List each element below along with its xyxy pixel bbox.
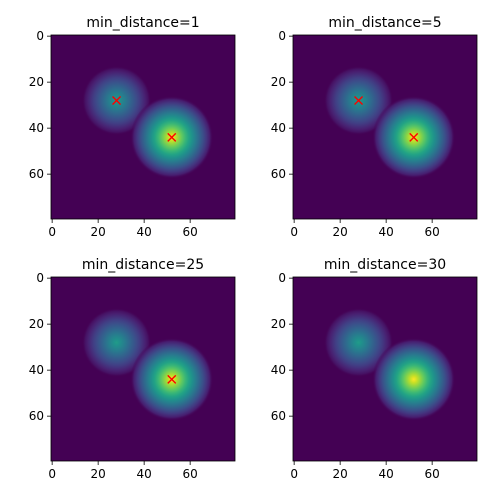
blob-1	[82, 308, 152, 378]
peak-marker	[167, 374, 177, 384]
subplot-title: min_distance=5	[328, 15, 441, 31]
y-tick-label: 0	[278, 29, 286, 43]
subplot-3: 0 20 40 60 0 20 40 60 min_distance=25	[29, 257, 236, 481]
blob-2	[372, 337, 456, 421]
y-tick-label: 40	[29, 363, 44, 377]
y-tick-label: 20	[29, 317, 44, 331]
x-tick-label: 20	[91, 225, 106, 239]
peak-marker	[112, 96, 122, 106]
x-tick-label: 20	[333, 225, 348, 239]
peak-marker	[167, 132, 177, 142]
subplot-title: min_distance=25	[82, 257, 204, 273]
x-tick-label: 0	[290, 467, 298, 481]
x-tick-label: 60	[425, 467, 440, 481]
y-tick-label: 0	[278, 271, 286, 285]
y-tick-label: 40	[271, 121, 286, 135]
subplot-4: 0 20 40 60 0 20 40 60 min_distance=30	[271, 257, 478, 481]
x-tick-label: 60	[183, 467, 198, 481]
axes-frame	[292, 34, 478, 220]
y-tick-label: 40	[271, 363, 286, 377]
x-tick-label: 40	[137, 467, 152, 481]
heatmap-image	[51, 277, 235, 461]
x-tick-label: 0	[48, 467, 56, 481]
axes-frame	[292, 276, 478, 462]
heatmap-image	[293, 277, 477, 461]
x-tick-label: 20	[333, 467, 348, 481]
x-tick-label: 40	[379, 467, 394, 481]
subplot-1: 0 20 40 60 0 20 40 60 min_distance=1	[29, 15, 236, 239]
subplot-2: 0 20 40 60 0 20 40 60 min_distance=5	[271, 15, 478, 239]
peak-marker	[354, 96, 364, 106]
y-tick-label: 60	[29, 167, 44, 181]
x-tick-label: 20	[91, 467, 106, 481]
subplot-title: min_distance=1	[86, 15, 199, 31]
blob-1	[324, 308, 394, 378]
y-tick-label: 0	[36, 271, 44, 285]
x-tick-label: 60	[425, 225, 440, 239]
peak-marker	[409, 132, 419, 142]
x-tick-label: 40	[137, 225, 152, 239]
y-tick-label: 20	[271, 317, 286, 331]
x-tick-label: 60	[183, 225, 198, 239]
y-tick-label: 20	[271, 75, 286, 89]
y-tick-label: 60	[271, 409, 286, 423]
heatmap-image	[51, 35, 235, 219]
y-tick-label: 60	[29, 409, 44, 423]
axes-frame	[50, 34, 236, 220]
y-tick-label: 20	[29, 75, 44, 89]
subplot-title: min_distance=30	[324, 257, 446, 273]
x-tick-label: 0	[48, 225, 56, 239]
axes-frame	[50, 276, 236, 462]
heatmap-image	[293, 35, 477, 219]
x-tick-label: 0	[290, 225, 298, 239]
x-tick-label: 40	[379, 225, 394, 239]
y-tick-label: 0	[36, 29, 44, 43]
y-tick-label: 40	[29, 121, 44, 135]
y-tick-label: 60	[271, 167, 286, 181]
